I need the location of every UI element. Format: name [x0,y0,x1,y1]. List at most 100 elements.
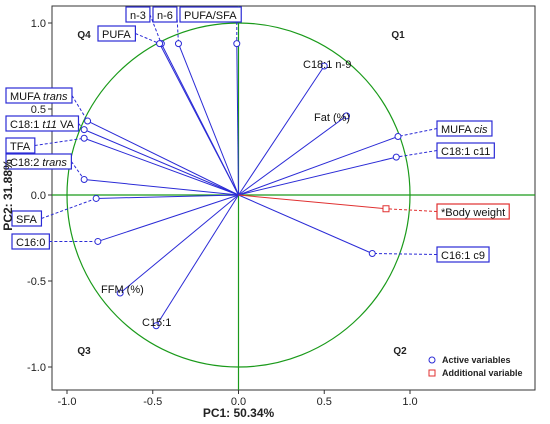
variable-labels: n-3 n-6 PUFA/SFA PUFA C18:1 n-9 Fat (%) MUFA t… [5,6,510,329]
label-connector [397,128,438,138]
active-vector [96,194,239,199]
variable-label-box [5,137,36,154]
legend-label: Active variables [442,355,511,365]
additional-variable-marker [382,205,390,213]
active-vector [238,65,325,196]
y-axis-label: PC2: 31.88% [1,159,15,231]
quadrant-label: Q2 [393,346,407,357]
variable-label-box [5,153,72,170]
legend-square-marker [428,369,436,377]
circle-and-axes [52,6,535,390]
variable-label: C18:1 n-9 [303,59,351,71]
variable-label-box [5,115,80,132]
variable-label: *Body weight [441,207,505,219]
active-vector [83,129,239,196]
variable-label: C18:2 trans [10,157,67,169]
active-vector [238,194,373,254]
legend-label: Additional variable [442,368,523,378]
active-variable-marker [156,40,164,48]
active-variable-marker [174,40,182,48]
x-tick-label: -1.0 [58,396,77,408]
variable-label: MUFA cis [441,124,488,136]
variable-label: C16:0 [16,237,45,249]
variable-label-box [97,25,136,42]
variable-label: PUFA/SFA [184,10,237,22]
variable-label: n-6 [157,10,173,22]
active-variable-marker [394,133,402,141]
variable-markers [80,40,402,330]
variable-label: C18:1 t11 VA [10,119,74,131]
variable-label: FFM (%) [101,284,144,296]
plot-frame [51,5,536,391]
variable-label: C15:1 [142,317,171,329]
active-variable-marker [320,62,328,70]
active-vector [87,120,239,196]
label-connector [70,161,85,180]
variable-label-box [436,246,490,263]
active-variable-marker [80,126,88,134]
variable-vectors [83,43,399,326]
y-tick-label: 0.0 [31,190,46,202]
active-variable-marker [80,176,88,184]
variable-label-box [11,233,50,250]
quadrant-label: Q1 [391,30,405,41]
y-tick-label: 0.5 [31,104,46,116]
x-tick-label: 1.0 [402,396,417,408]
active-variable-marker [233,40,241,48]
label-connector [396,150,438,158]
y-tick-label: -1.0 [27,362,46,374]
active-vector [238,115,347,196]
variable-label-box [5,87,73,104]
label-connector [135,33,160,45]
active-vector [155,194,239,326]
active-variable-marker [116,289,124,297]
axis-ticks: -1.0 -0.5 0.0 0.5 1.0 -1.0 -0.5 0.0 0.5 1.0 [27,18,418,408]
label-connector [149,14,162,44]
x-axis-label: PC1: 50.34% [203,406,275,420]
variable-label-box [436,142,495,159]
y-tick-label: 1.0 [31,18,46,30]
quadrant-label: Q3 [77,346,91,357]
label-connector [385,208,438,212]
variable-label-box [436,120,493,137]
label-connector [372,252,438,255]
quadrant-label: Q4 [77,30,91,41]
active-vector [159,43,239,196]
active-variable-marker [368,249,376,257]
variable-label-box [11,210,43,227]
active-vector [238,156,397,196]
variable-label: PUFA [102,29,131,41]
active-vector [97,194,239,242]
active-variable-marker [92,194,100,202]
x-tick-label: 0.5 [317,396,332,408]
active-vector [238,136,399,196]
active-vector [178,43,239,196]
variable-label: C18:1 c11 [441,146,490,158]
y-tick-label: -0.5 [27,276,46,288]
active-variable-marker [80,134,88,142]
active-vector [84,179,239,196]
variable-label: C16:1 c9 [441,250,485,262]
active-variable-marker [392,153,400,161]
variable-label-box [152,6,178,23]
variable-label-box [436,203,510,220]
active-variable-marker [84,117,92,125]
additional-vector [238,194,387,210]
x-tick-label: 0.0 [231,396,246,408]
active-vector [83,137,239,196]
active-vector [236,43,239,196]
variable-label: SFA [16,214,37,226]
quadrant-labels: Q1 Q2 Q3 Q4 [77,30,407,357]
label-connector [34,137,85,146]
variable-label: n-3 [130,10,146,22]
variable-label-box [125,6,151,23]
active-vector [119,194,239,294]
variable-label: MUFA trans [10,91,68,103]
active-variable-marker [152,322,160,330]
active-variable-marker [94,237,102,245]
legend-circle-marker [428,356,436,364]
legend: Active variables Additional variable [428,355,523,378]
active-variable-marker [343,112,351,120]
variable-label-box [179,6,242,23]
